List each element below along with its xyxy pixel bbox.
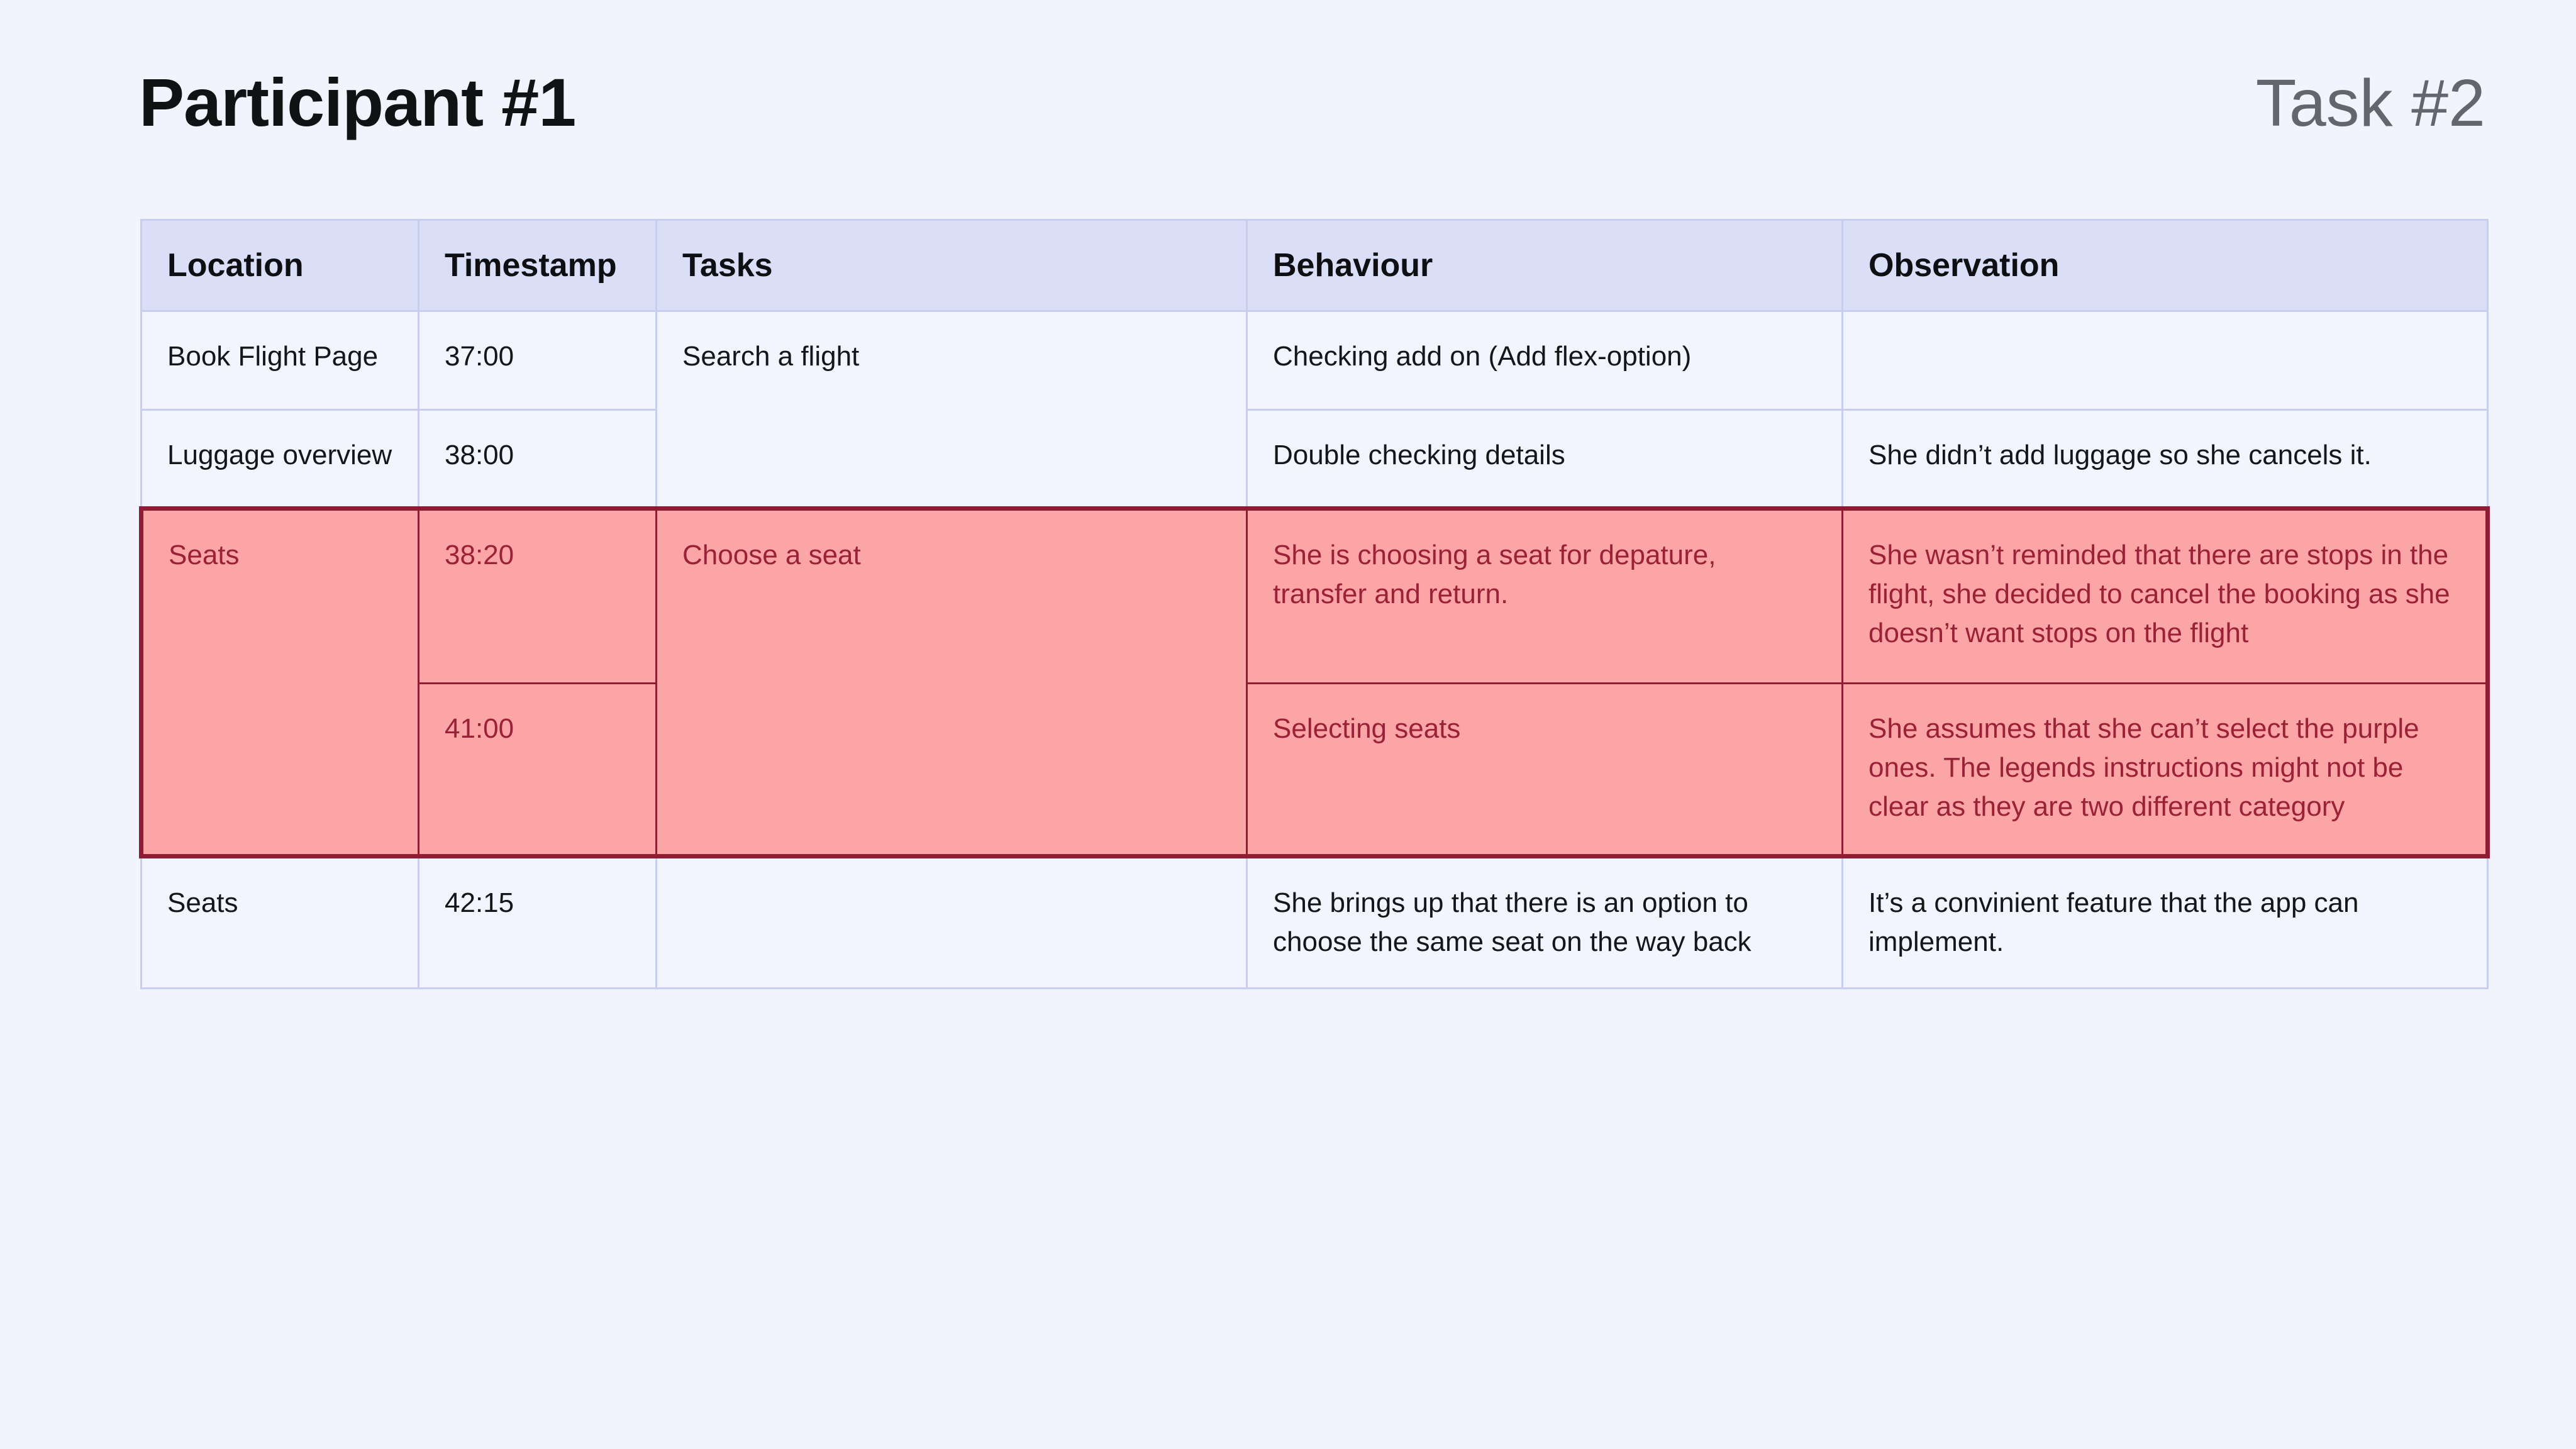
header-row: Location Timestamp Tasks Behaviour Obser… <box>140 219 2489 312</box>
column-header-behaviour[interactable]: Behaviour <box>1246 219 1843 312</box>
notes-table: Location Timestamp Tasks Behaviour Obser… <box>139 219 2490 989</box>
cell-observation[interactable]: She assumes that she can’t select the pu… <box>1841 682 2490 858</box>
cell-timestamp[interactable]: 41:00 <box>418 682 657 858</box>
cell-tasks[interactable] <box>655 855 1248 989</box>
cell-observation[interactable]: It’s a convinient feature that the app c… <box>1841 855 2489 989</box>
cell-timestamp[interactable]: 38:20 <box>418 506 657 684</box>
table-row-highlighted: Seats 38:20 Choose a seat She is choosin… <box>139 506 2490 858</box>
cell-location[interactable]: Seats <box>140 855 419 989</box>
cell-behaviour[interactable]: She is choosing a seat for depature, tra… <box>1246 506 1843 684</box>
table-row-highlighted: 41:00 Selecting seats She assumes that s… <box>142 682 2490 858</box>
cell-location[interactable]: Seats <box>139 506 419 858</box>
title-bar: Participant #1 Task #2 <box>139 63 2485 145</box>
column-header-tasks[interactable]: Tasks <box>655 219 1248 312</box>
cell-observation[interactable]: She didn’t add luggage so she cancels it… <box>1841 409 2489 509</box>
cell-tasks[interactable]: Search a flight <box>655 310 1248 509</box>
cell-timestamp[interactable]: 38:00 <box>418 409 657 509</box>
cell-observation[interactable] <box>1841 310 2489 411</box>
column-header-observation[interactable]: Observation <box>1841 219 2489 312</box>
cell-observation[interactable]: She wasn’t reminded that there are stops… <box>1841 506 2490 684</box>
cell-behaviour[interactable]: She brings up that there is an option to… <box>1246 855 1843 989</box>
cell-tasks[interactable]: Choose a seat <box>655 506 1248 858</box>
cell-location[interactable]: Luggage overview <box>140 409 419 509</box>
cell-timestamp[interactable]: 42:15 <box>418 855 657 989</box>
column-header-timestamp[interactable]: Timestamp <box>418 219 657 312</box>
table-row: Luggage overview 38:00 Double checking d… <box>140 409 2489 509</box>
cell-behaviour[interactable]: Checking add on (Add flex-option) <box>1246 310 1843 411</box>
cell-timestamp[interactable]: 37:00 <box>418 310 657 411</box>
table-row: Book Flight Page 37:00 Search a flight C… <box>140 310 2489 509</box>
page-title: Participant #1 <box>139 64 576 140</box>
table-row: Seats 42:15 She brings up that there is … <box>140 855 2489 989</box>
column-header-location[interactable]: Location <box>140 219 419 312</box>
task-label: Task #2 <box>2255 66 2485 140</box>
cell-behaviour[interactable]: Selecting seats <box>1246 682 1843 858</box>
cell-location[interactable]: Book Flight Page <box>140 310 419 411</box>
cell-behaviour[interactable]: Double checking details <box>1246 409 1843 509</box>
